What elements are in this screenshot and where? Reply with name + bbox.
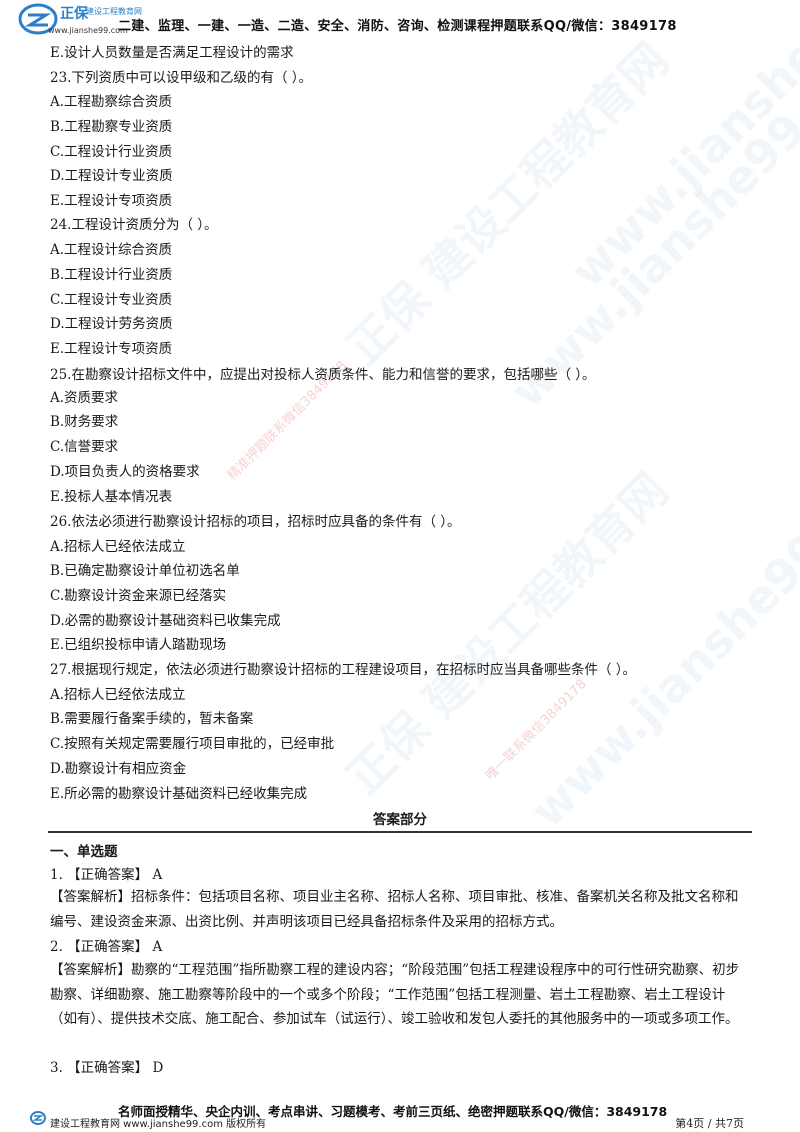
option-line: D.工程设计劳务资质 [50,316,173,332]
option-line: B.工程设计行业资质 [50,267,173,283]
section-heading: 一、单选题 [50,844,118,860]
answers-title: 答案部分 [373,812,427,828]
question-line: 23.下列资质中可以设甲级和乙级的有（ ）。 [50,70,313,86]
option-line: B.财务要求 [50,414,119,430]
option-line: A.招标人已经依法成立 [50,687,186,703]
answers-divider [48,831,752,833]
watermark-brand: 正保 建设工程教育网 [336,462,679,805]
answer-line: 2. 【正确答案】 A [50,939,163,955]
question-line: 24.工程设计资质分为（ ）。 [50,217,218,233]
option-line: E.工程设计专项资质 [50,193,173,209]
page-footer: 名师面授精华、央企内训、考点串讲、习题模考、考前三页纸、绝密押题联系QQ/微信：… [0,1095,800,1132]
option-line: D.勘察设计有相应资金 [50,761,187,777]
option-line: E.已组织投标申请人踏勘现场 [50,637,227,653]
answer-explanation: 【答案解析】勘察的“工程范围”指所勘察工程的建设内容；“阶段范围”包括工程建设程… [50,962,740,1027]
watermark-site: www.jianshe99.com [500,14,800,419]
option-line: D.项目负责人的资格要求 [50,464,200,480]
option-line: B.已确定勘察设计单位初选名单 [50,563,240,579]
footer-slogan: 名师面授精华、央企内训、考点串讲、习题模考、考前三页纸、绝密押题联系QQ/微信：… [118,1104,668,1119]
watermark-site: www.jianshe99.com [520,434,800,839]
brand-url: www.jianshe99.com [48,26,128,35]
option-line: B.需要履行备案手续的，暂未备案 [50,711,254,727]
answer-line: 1. 【正确答案】 A [50,867,163,883]
option-line: C.按照有关规定需要履行项目审批的，已经审批 [50,736,335,752]
brand-logo-icon [18,3,58,35]
watermark-site: www.jianshe99.com [560,0,800,299]
option-line: C.工程设计行业资质 [50,144,173,160]
option-line: C.勘察设计资金来源已经落实 [50,588,227,604]
brand-subtitle: 建设工程教育网 [86,7,142,16]
option-line: B.工程勘察专业资质 [50,119,173,135]
option-line: D.必需的勘察设计基础资料已收集完成 [50,613,281,629]
question-line: 27.根据现行规定，依法必须进行勘察设计招标的工程建设项目，在招标时应当具备哪些… [50,662,637,678]
option-line: A.工程设计综合资质 [50,242,173,258]
question-line: 26.依法必须进行勘察设计招标的项目，招标时应具备的条件有（ ）。 [50,514,461,530]
option-line: C.信誉要求 [50,439,119,455]
option-line: A.资质要求 [50,390,119,406]
option-line: C.工程设计专业资质 [50,292,173,308]
option-line: E.设计人员数量是否满足工程设计的需求 [50,45,294,61]
option-line: E.所必需的勘察设计基础资料已经收集完成 [50,786,308,802]
page-header: 正保 建设工程教育网 www.jianshe99.com 二建、监理、一建、一造… [0,0,800,40]
option-line: E.投标人基本情况表 [50,489,173,505]
option-line: A.招标人已经依法成立 [50,539,186,555]
footer-brand: 建设工程教育网 www.jianshe99.com 版权所有 [50,1119,267,1130]
option-line: A.工程勘察综合资质 [50,94,173,110]
question-line: 25.在勘察设计招标文件中，应提出对投标人资质条件、能力和信誉的要求，包括哪些（… [50,367,596,383]
footer-logo-icon [30,1111,46,1125]
watermark-brand: 正保 建设工程教育网 [336,32,679,375]
page-number: 第4页 / 共7页 [675,1117,744,1130]
watermark-red-contact: 唯一联系微信3849178 [482,676,590,784]
answer-explanation: 【答案解析】招标条件：包括项目名称、项目业主名称、招标人名称、项目审批、核准、备… [50,889,739,930]
answer-line: 3. 【正确答案】 D [50,1060,164,1076]
option-line: D.工程设计专业资质 [50,168,173,184]
option-line: E.工程设计专项资质 [50,341,173,357]
brand-name: 正保 [60,6,88,22]
header-contact-text: 二建、监理、一建、一造、二造、安全、消防、咨询、检测课程押题联系QQ/微信：38… [118,19,677,34]
